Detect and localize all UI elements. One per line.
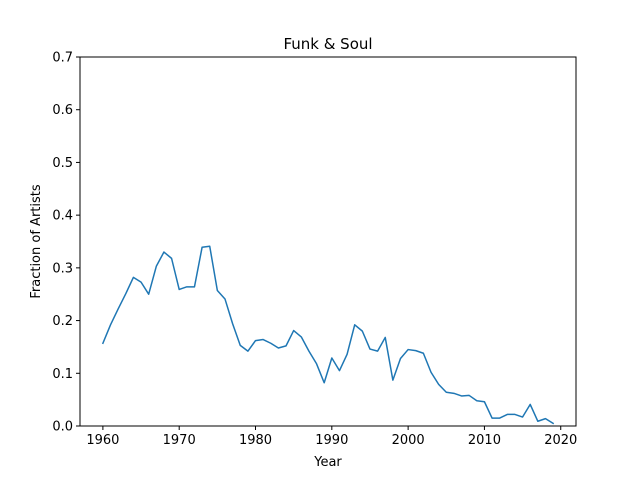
y-tick-label: 0.0 bbox=[52, 420, 73, 435]
x-tick-label: 2010 bbox=[468, 433, 501, 448]
x-tick-label: 1970 bbox=[163, 433, 196, 448]
x-tick-label: 1990 bbox=[315, 433, 348, 448]
y-tick-label: 0.2 bbox=[52, 314, 73, 329]
y-tick-label: 0.1 bbox=[52, 367, 73, 382]
y-tick-label: 0.6 bbox=[52, 103, 73, 118]
x-tick-label: 1960 bbox=[86, 433, 119, 448]
y-tick-label: 0.3 bbox=[52, 261, 73, 276]
y-tick-label: 0.7 bbox=[52, 51, 73, 66]
axes-frame bbox=[79, 56, 577, 427]
x-tick-label: 2000 bbox=[392, 433, 425, 448]
series-line-0 bbox=[101, 245, 555, 425]
y-tick-label: 0.4 bbox=[52, 209, 73, 224]
chart-title: Funk & Soul bbox=[283, 35, 372, 53]
y-tick-label: 0.5 bbox=[52, 156, 73, 171]
y-axis-label: Fraction of Artists bbox=[29, 184, 44, 299]
x-tick-label: 2020 bbox=[544, 433, 577, 448]
x-tick-label: 1980 bbox=[239, 433, 272, 448]
x-axis-label: Year bbox=[313, 455, 342, 470]
